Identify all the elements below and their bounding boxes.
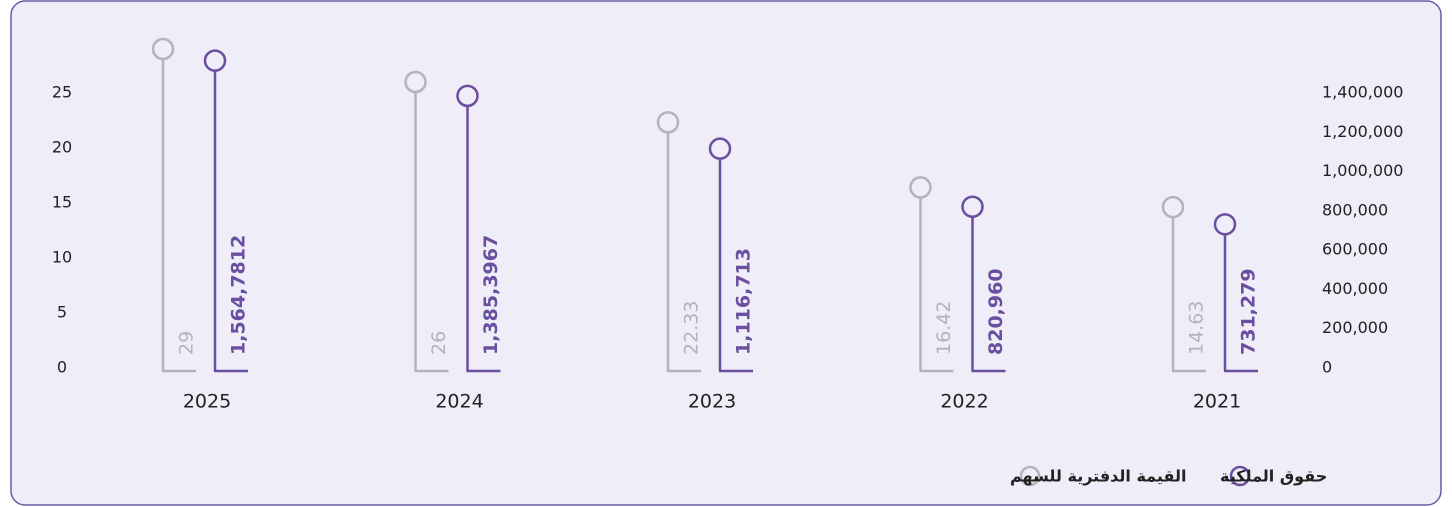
y2-tick-label: 0 [1322, 358, 1332, 377]
x-tick-label: 2022 [940, 391, 988, 413]
legend-label: حقوق الملكية [1220, 467, 1327, 486]
legend-swatch [1019, 465, 1041, 487]
value-label: 1,564,7812 [228, 235, 250, 355]
legend-swatch [1229, 465, 1251, 487]
y-tick-label: 5 [57, 303, 67, 322]
panel [10, 0, 1442, 506]
lollipop-head [1213, 213, 1237, 236]
y-tick-label: 25 [52, 83, 72, 102]
y2-tick-label: 800,000 [1322, 200, 1388, 219]
lollipop-head [404, 70, 427, 94]
value-label: 820,960 [985, 268, 1007, 355]
y-tick-label: 0 [57, 358, 67, 377]
value-label: 1,385,3967 [480, 235, 502, 355]
y2-tick-label: 600,000 [1322, 240, 1388, 259]
y2-tick-label: 1,000,000 [1322, 161, 1403, 180]
value-label: 1,116,713 [733, 248, 755, 355]
x-tick-label: 2025 [183, 391, 231, 413]
lollipop-head [1161, 195, 1185, 219]
y2-tick-label: 400,000 [1322, 279, 1388, 298]
y-tick-label: 15 [52, 193, 72, 212]
x-tick-label: 2024 [435, 391, 483, 413]
y2-tick-label: 1,400,000 [1322, 83, 1403, 102]
legend-label: القيمة الدفترية للسهم [1010, 467, 1186, 486]
lollipop-head [656, 111, 680, 134]
lollipop-head [909, 176, 932, 199]
x-tick-label: 2023 [688, 391, 736, 413]
y2-tick-label: 1,200,000 [1322, 122, 1403, 141]
lollipop-head [151, 37, 175, 61]
lollipop-head [456, 84, 479, 108]
value-label: 14.63 [1186, 301, 1208, 355]
value-label: 26 [428, 331, 450, 355]
value-label: 16.42 [933, 301, 955, 355]
value-label: 29 [176, 331, 198, 355]
y-tick-label: 20 [52, 138, 72, 157]
lollipop-head [708, 137, 732, 160]
value-label: 731,279 [1238, 268, 1260, 355]
y2-tick-label: 200,000 [1322, 318, 1388, 337]
lollipop-head [203, 49, 227, 72]
x-tick-label: 2021 [1193, 391, 1241, 413]
y-tick-label: 10 [52, 248, 72, 267]
lollipop-head [961, 195, 984, 218]
value-label: 22.33 [681, 301, 703, 355]
